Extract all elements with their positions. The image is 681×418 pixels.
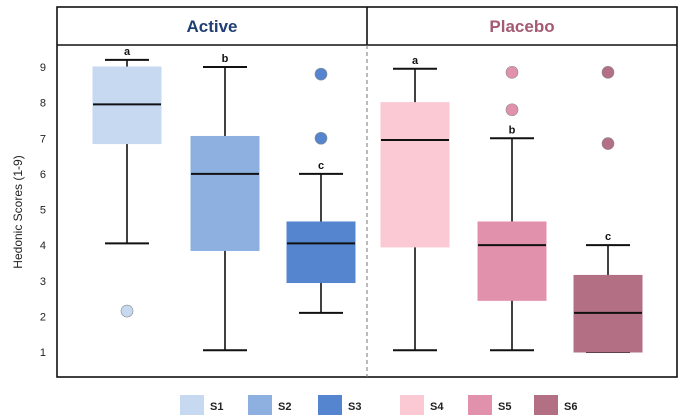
legend-item-S4: S4 <box>400 395 444 415</box>
legend: S1 S2 S3 S4 S5 S6 <box>180 395 577 415</box>
significance-letter: c <box>605 231 611 243</box>
significance-letter: b <box>222 53 229 65</box>
panel-title-placebo: Placebo <box>489 17 554 36</box>
legend-swatch <box>534 395 558 415</box>
y-tick-label: 8 <box>40 98 46 110</box>
legend-swatch <box>400 395 424 415</box>
legend-label: S2 <box>278 401 291 413</box>
y-tick-label: 7 <box>40 133 46 145</box>
legend-item-S2: S2 <box>248 395 291 415</box>
significance-letter: b <box>509 124 516 136</box>
iqr-box <box>380 102 450 248</box>
legend-swatch <box>318 395 342 415</box>
box-S4: a <box>380 55 450 352</box>
box-series: a b c a b c <box>92 46 643 353</box>
y-tick-label: 5 <box>40 205 46 217</box>
outlier-point <box>314 131 328 145</box>
significance-letter: a <box>124 46 131 58</box>
box-S5: b <box>477 66 547 352</box>
legend-item-S6: S6 <box>534 395 577 415</box>
box-S2: b <box>190 53 260 352</box>
legend-item-S5: S5 <box>468 395 511 415</box>
y-tick-label: 9 <box>40 62 46 74</box>
outlier-point <box>601 137 615 150</box>
box-S3: c <box>286 67 356 314</box>
legend-swatch <box>248 395 272 415</box>
iqr-box <box>190 135 260 251</box>
y-tick-label: 1 <box>40 347 46 359</box>
y-tick-label: 6 <box>40 169 46 181</box>
legend-label: S5 <box>498 401 511 413</box>
y-tick-labels: 1 2 3 4 5 6 7 8 9 <box>40 62 46 359</box>
y-tick-label: 4 <box>40 240 46 252</box>
legend-label: S3 <box>348 401 361 413</box>
outlier-point <box>505 66 519 79</box>
outlier-point <box>601 66 615 79</box>
y-tick-label: 3 <box>40 276 46 288</box>
y-tick-label: 2 <box>40 311 46 323</box>
significance-letter: c <box>318 160 324 172</box>
outlier-point <box>120 304 134 318</box>
y-axis-label: Hedonic Scores (1-9) <box>11 155 25 268</box>
iqr-box <box>477 221 547 301</box>
outlier-point <box>314 67 328 81</box>
legend-item-S1: S1 <box>180 395 223 415</box>
outlier-point <box>505 103 519 117</box>
significance-letter: a <box>412 55 419 67</box>
legend-swatch <box>180 395 204 415</box>
legend-label: S4 <box>430 401 444 413</box>
iqr-box <box>286 221 356 284</box>
legend-swatch <box>468 395 492 415</box>
box-S6: c <box>573 66 643 353</box>
legend-label: S1 <box>210 401 223 413</box>
box-S1: a <box>92 46 162 318</box>
legend-item-S3: S3 <box>318 395 361 415</box>
panel-title-active: Active <box>186 17 237 36</box>
legend-label: S6 <box>564 401 577 413</box>
